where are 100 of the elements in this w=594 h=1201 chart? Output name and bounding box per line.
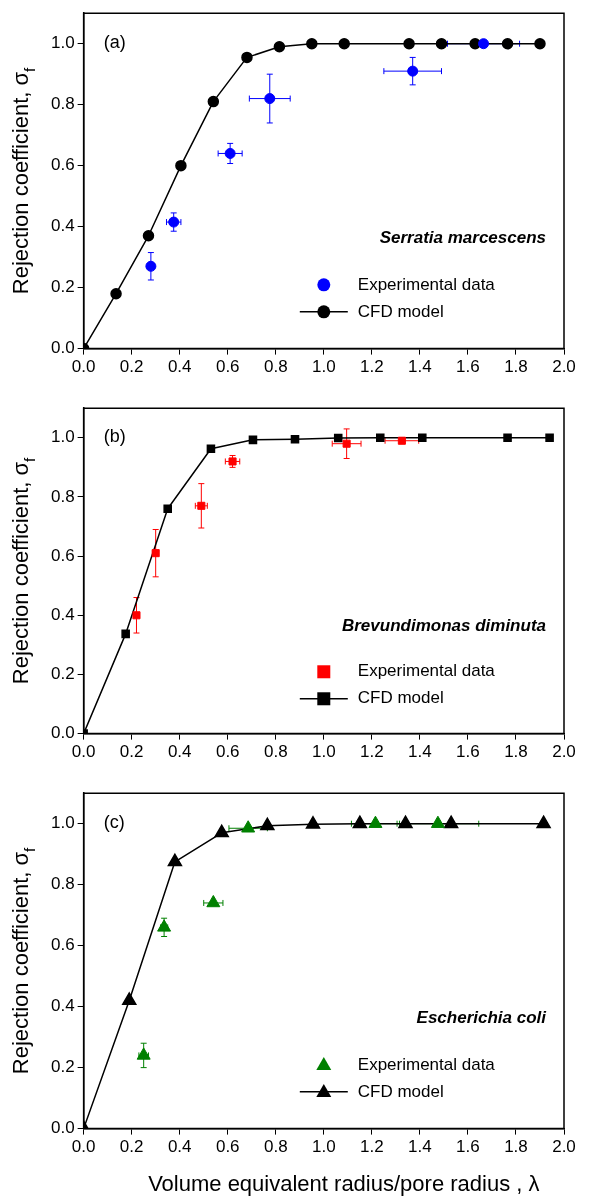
point [224, 147, 236, 159]
x-tick-label: 0.6 [215, 1137, 240, 1157]
x-tick-label: 1.4 [408, 1137, 432, 1157]
x-tick-label: 1.4 [408, 357, 432, 377]
point [110, 287, 122, 300]
point [503, 433, 512, 443]
point [167, 853, 183, 867]
x-tick-label: 0.8 [263, 742, 288, 762]
point [132, 611, 141, 620]
x-tick-label: 1.8 [504, 1137, 528, 1157]
point [290, 434, 300, 444]
y-tick-label: 0.6 [50, 545, 75, 565]
x-tick-label: 1.6 [456, 357, 480, 377]
x-tick-label: 0.6 [215, 742, 240, 762]
legend-label: CFD model [357, 1081, 444, 1101]
y-tick-label: 0.2 [50, 1057, 75, 1077]
x-tick-label: 1.2 [360, 1137, 384, 1157]
point [545, 433, 554, 443]
point [397, 436, 406, 445]
x-tick-label: 1.0 [312, 742, 336, 762]
point [273, 40, 286, 53]
point [241, 51, 253, 64]
point [260, 817, 275, 831]
x-tick-label: 0.0 [71, 357, 96, 377]
y-tick-label: 1.0 [50, 813, 75, 833]
x-tick-label: 1.0 [312, 1137, 336, 1157]
point [443, 815, 459, 829]
point [122, 992, 137, 1006]
annotation: (a) [103, 32, 126, 53]
x-tick-label: 1.8 [504, 357, 528, 377]
x-tick-label: 0.2 [119, 1137, 144, 1157]
point [368, 815, 383, 828]
point [375, 433, 385, 443]
y-axis-title: Rejection coefficient, σf [8, 846, 38, 1075]
x-tick-label: 0.2 [119, 742, 144, 762]
legend-label: CFD model [357, 301, 444, 321]
point [206, 894, 221, 908]
y-tick-label: 0.4 [50, 996, 75, 1016]
point [248, 435, 258, 445]
x-tick-label: 2.0 [552, 357, 576, 377]
x-tick-label: 1.2 [360, 357, 384, 377]
annotation: Brevundimonas diminuta [341, 615, 546, 635]
point [430, 815, 445, 828]
x-tick-label: 1.0 [312, 357, 336, 377]
y-tick-label: 0.8 [50, 874, 75, 894]
point [214, 824, 229, 838]
annotation: (b) [103, 426, 126, 447]
annotation: Escherichia coli [416, 1007, 548, 1027]
point [501, 37, 514, 50]
point [418, 433, 427, 443]
x-tick-label: 0.8 [263, 357, 288, 377]
point [142, 230, 155, 242]
legend-label: CFD model [357, 688, 444, 708]
point [163, 504, 172, 514]
y-tick-label: 0.0 [50, 1118, 75, 1138]
y-tick-label: 0.6 [50, 935, 75, 955]
point [435, 37, 448, 50]
point [305, 816, 321, 829]
y-axis-title: Rejection coefficient, σf [8, 66, 38, 295]
point [206, 444, 216, 454]
x-tick-label: 0.2 [119, 357, 144, 377]
point [342, 439, 351, 448]
x-tick-label: 0.4 [167, 357, 192, 377]
annotation: (c) [103, 812, 125, 833]
x-tick-label: 1.6 [456, 1137, 480, 1157]
point [157, 919, 172, 932]
point [306, 37, 318, 50]
point [398, 815, 413, 829]
point [536, 815, 551, 829]
point [151, 549, 160, 558]
legend-label: Experimental data [357, 274, 496, 294]
y-tick-label: 1.0 [50, 427, 75, 447]
x-tick-label: 1.8 [504, 742, 528, 762]
x-tick-label: 0.8 [263, 1137, 288, 1157]
point [478, 38, 490, 50]
point [136, 1047, 151, 1060]
x-axis-title: Volume equivalent radius/pore radius , λ [148, 1171, 540, 1196]
x-tick-label: 1.6 [456, 742, 480, 762]
x-tick-label: 2.0 [552, 1137, 576, 1157]
point [352, 815, 368, 829]
y-tick-label: 0.0 [50, 338, 75, 358]
x-tick-label: 0.4 [167, 742, 192, 762]
x-tick-label: 0.6 [215, 357, 240, 377]
y-tick-label: 0.2 [50, 664, 75, 684]
legend-label: Experimental data [357, 661, 496, 681]
x-tick-label: 1.4 [408, 742, 432, 762]
point [241, 820, 256, 833]
y-tick-label: 0.8 [50, 94, 75, 114]
y-tick-label: 0.4 [50, 216, 75, 236]
legend-label: Experimental data [357, 1054, 496, 1074]
point [534, 37, 546, 50]
y-tick-label: 0.2 [50, 277, 75, 297]
point [338, 37, 350, 50]
point [264, 93, 276, 105]
point [121, 629, 130, 639]
point [407, 65, 419, 77]
y-tick-label: 1.0 [50, 33, 75, 53]
x-tick-label: 1.2 [360, 742, 384, 762]
point [333, 433, 343, 443]
x-tick-label: 0.4 [167, 1137, 192, 1157]
